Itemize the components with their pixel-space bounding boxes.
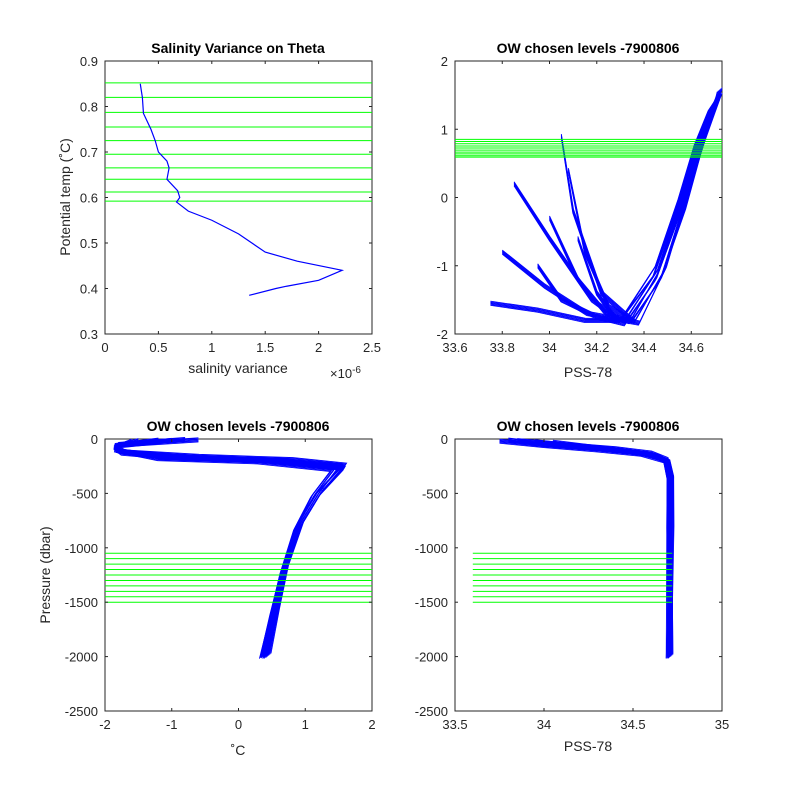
panel-3-xlabel: ˚C xyxy=(231,742,246,758)
reference-lines-4 xyxy=(472,552,673,603)
profile-line xyxy=(552,439,675,655)
ticks-2: 33.6 33.8 34 34.2 34.4 34.6 -2 -1 0 1 2 xyxy=(436,54,722,355)
y-tick-label: -2500 xyxy=(415,704,448,719)
x-tick-label: -2 xyxy=(99,717,111,732)
ticks-3: -2 -1 0 1 2 0 -500 -1000 -1500 -2000 -2500 xyxy=(65,432,376,732)
y-tick-label: -2000 xyxy=(415,650,448,665)
reference-lines-2 xyxy=(455,138,722,158)
x-tick-label: 2 xyxy=(368,717,375,732)
x-tick-label: 1 xyxy=(208,340,215,355)
y-tick-label: 0 xyxy=(441,191,448,206)
x-tick-label: 34.2 xyxy=(584,340,609,355)
x-tick-label: 33.5 xyxy=(442,717,467,732)
x-tick-label: 2.5 xyxy=(363,340,381,355)
y-tick-label: -1500 xyxy=(415,595,448,610)
profile-line xyxy=(501,96,721,319)
series-lines-1 xyxy=(139,83,345,296)
y-tick-label: -1000 xyxy=(415,541,448,556)
y-tick-label: 0.8 xyxy=(80,100,98,115)
x-tick-label: 1.5 xyxy=(256,340,274,355)
x-tick-label: 35 xyxy=(715,717,729,732)
y-tick-label: -2 xyxy=(436,327,448,342)
y-tick-label: 0 xyxy=(441,432,448,447)
profile-line xyxy=(508,437,672,655)
ticks-1: 0 0.5 1 1.5 2 2.5 0.3 0.4 0.5 0.6 0.7 0.8 0.9 xyxy=(80,54,381,355)
x-tick-label: 2 xyxy=(315,340,322,355)
profile-line xyxy=(116,437,338,654)
x-tick-label: 34 xyxy=(537,717,551,732)
profile-line xyxy=(508,441,668,659)
y-tick-label: -500 xyxy=(422,486,448,501)
profile-line xyxy=(508,440,669,658)
x-tick-label: 0 xyxy=(235,717,242,732)
panel-salinity-pressure: 33.5 34 34.5 35 0 -500 -1000 -1500 -2000 -2500 OW… xyxy=(415,418,729,754)
y-tick-label: 1 xyxy=(441,122,448,137)
y-tick-label: -1500 xyxy=(65,595,98,610)
y-tick-label: 0.7 xyxy=(80,145,98,160)
ticks-4: 33.5 34 34.5 35 0 -500 -1000 -1500 -2000 -2500 xyxy=(415,432,729,732)
y-tick-label: 0 xyxy=(91,432,98,447)
series-lines-4 xyxy=(499,437,675,659)
panel-4-xlabel: PSS-78 xyxy=(564,738,612,754)
x-tick-label: -1 xyxy=(166,717,178,732)
y-tick-label: -2500 xyxy=(65,704,98,719)
panel-1-exponent-label: ×10-6 xyxy=(330,365,361,381)
panel-1-ylabel: Potential temp (˚C) xyxy=(57,138,73,255)
y-tick-label: 0.5 xyxy=(80,236,98,251)
x-tick-label: 33.8 xyxy=(490,340,515,355)
panel-1-title: Salinity Variance on Theta xyxy=(151,40,325,56)
y-tick-label: -1000 xyxy=(65,541,98,556)
panel-temperature-pressure: -2 -1 0 1 2 0 -500 -1000 -1500 -2000 -2500 OW chos… xyxy=(37,418,376,758)
x-tick-label: 1 xyxy=(302,717,309,732)
profile-line xyxy=(508,440,669,657)
x-tick-label: 33.6 xyxy=(442,340,467,355)
x-tick-label: 0.5 xyxy=(149,340,167,355)
y-tick-label: -2000 xyxy=(65,650,98,665)
panel-2-title: OW chosen levels -7900806 xyxy=(497,40,680,56)
panel-1-xlabel: salinity variance xyxy=(188,360,288,376)
series-lines-2 xyxy=(490,87,723,327)
panel-3-ylabel: Pressure (dbar) xyxy=(37,526,53,623)
x-tick-label: 34.5 xyxy=(620,717,645,732)
y-tick-label: -500 xyxy=(72,486,98,501)
y-tick-label: -1 xyxy=(436,259,448,274)
panel-2-xlabel: PSS-78 xyxy=(564,364,612,380)
y-tick-label: 0.9 xyxy=(80,54,98,69)
profile-line xyxy=(114,438,348,654)
x-tick-label: 34 xyxy=(542,340,556,355)
panel-salinity-variance: 0 0.5 1 1.5 2 2.5 0.3 0.4 0.5 0.6 0.7 0.8 0.9 Salini… xyxy=(57,40,381,381)
panel-theta-salinity: 33.6 33.8 34 34.2 34.4 34.6 -2 -1 0 1 2 OW chosen … xyxy=(436,40,723,380)
x-tick-label: 34.6 xyxy=(679,340,704,355)
reference-lines-3 xyxy=(105,552,372,603)
x-tick-label: 34.4 xyxy=(631,340,656,355)
profile-line xyxy=(508,439,670,656)
y-tick-label: 2 xyxy=(441,54,448,69)
y-tick-label: 0.3 xyxy=(80,327,98,342)
panel-4-title: OW chosen levels -7900806 xyxy=(497,418,680,434)
x-tick-label: 0 xyxy=(101,340,108,355)
y-tick-label: 0.4 xyxy=(80,282,98,297)
plot-area-1 xyxy=(104,60,373,335)
panel-3-title: OW chosen levels -7900806 xyxy=(147,418,330,434)
y-tick-label: 0.6 xyxy=(80,191,98,206)
plot-area-2 xyxy=(454,60,723,335)
series-line xyxy=(139,83,345,296)
profile-line xyxy=(577,87,723,322)
